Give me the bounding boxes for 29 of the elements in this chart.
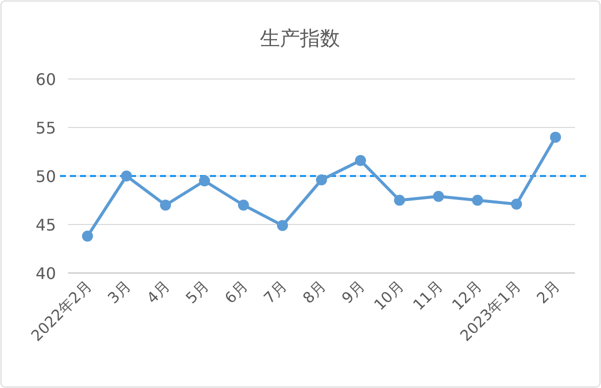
point	[277, 220, 288, 231]
x-tick-label: 3月	[104, 277, 134, 308]
point	[394, 194, 405, 206]
x-tick-label: 9月	[338, 277, 368, 308]
point	[433, 190, 444, 202]
point	[121, 170, 132, 182]
point	[472, 194, 483, 206]
y-tick-label: 40	[36, 264, 56, 283]
point	[355, 154, 366, 166]
x-tick-label: 5月	[182, 277, 212, 308]
point	[160, 200, 171, 211]
x-tick-label: 8月	[299, 277, 330, 308]
y-tick-label: 55	[36, 118, 56, 138]
point	[82, 230, 93, 242]
x-tick-label: 2月	[533, 277, 564, 308]
point	[238, 200, 249, 211]
point	[199, 175, 210, 186]
x-tick-label: 4月	[143, 277, 174, 308]
y-tick-label: 60	[36, 70, 56, 89]
x-tick-label: 6月	[221, 277, 252, 308]
y-tick-label: 45	[36, 216, 56, 234]
chart-title: 生产指数	[260, 26, 340, 50]
x-tick-label: 10月	[370, 277, 408, 314]
y-tick-label: 50	[36, 167, 56, 186]
x-tick-label: 7月	[260, 277, 290, 308]
point	[316, 174, 327, 186]
point	[550, 132, 561, 143]
x-tick-label: 11月	[409, 277, 446, 314]
point	[511, 198, 522, 210]
